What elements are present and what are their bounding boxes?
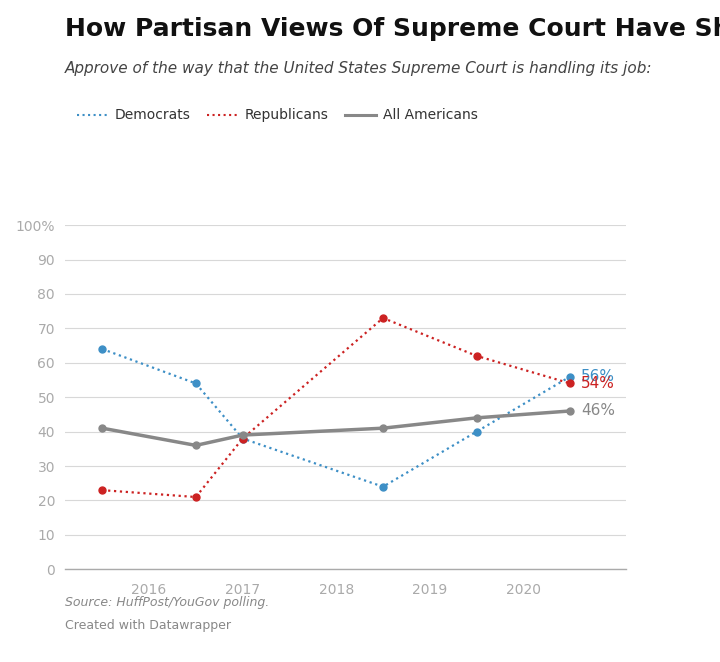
Text: Approve of the way that the United States Supreme Court is handling its job:: Approve of the way that the United State… xyxy=(65,61,652,76)
Text: Source: HuffPost/YouGov polling.: Source: HuffPost/YouGov polling. xyxy=(65,596,269,609)
Text: 56%: 56% xyxy=(581,369,616,384)
Legend: Democrats, Republicans, All Americans: Democrats, Republicans, All Americans xyxy=(72,103,483,128)
Text: 54%: 54% xyxy=(581,376,615,391)
Text: How Partisan Views Of Supreme Court Have Shifted: How Partisan Views Of Supreme Court Have… xyxy=(65,17,720,40)
Text: Created with Datawrapper: Created with Datawrapper xyxy=(65,619,231,632)
Text: 46%: 46% xyxy=(581,403,616,418)
